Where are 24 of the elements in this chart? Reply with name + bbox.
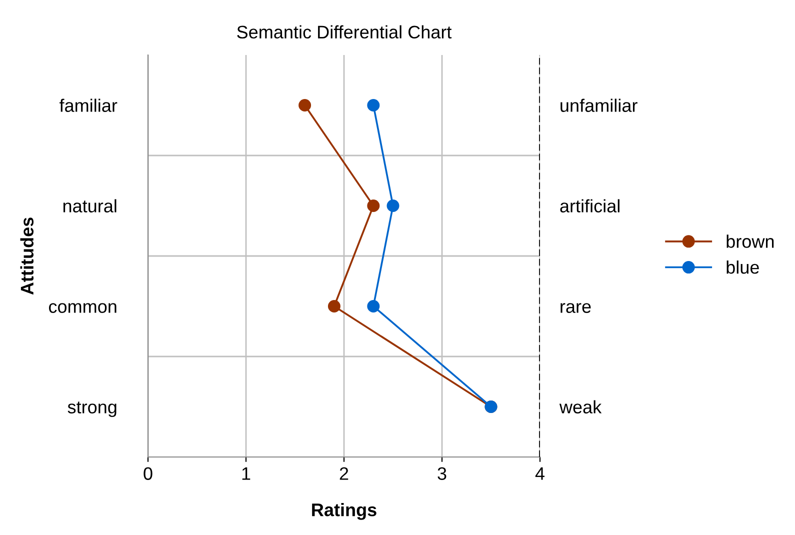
y-axis-title: Attitudes [20, 218, 34, 295]
legend-label: blue [726, 260, 759, 274]
y2-tick-label: artificial [560, 199, 620, 212]
y-tick-label: familiar [60, 98, 118, 112]
legend-label: brown [726, 234, 774, 248]
y-tick-label: natural [63, 199, 116, 212]
y-tick-label: strong [68, 402, 116, 418]
point [367, 200, 380, 212]
point [386, 200, 400, 212]
point [298, 99, 312, 112]
x-tick-label: 0 [144, 467, 152, 480]
point [328, 300, 340, 312]
x-axis-title: Ratings [312, 503, 376, 520]
point [367, 99, 380, 112]
x-tick-label: 4 [535, 467, 544, 480]
y2-tick-label: unfamiliar [560, 98, 638, 112]
x-tick-label: 2 [340, 467, 348, 480]
y-tick-label: common [48, 303, 116, 313]
x-tick-label: 1 [242, 467, 250, 480]
y2-tick-label: rare [560, 303, 591, 313]
chart-title: Semantic Differential Chart [237, 25, 452, 39]
point [367, 300, 380, 312]
x-tick-label: 3 [438, 467, 446, 480]
y2-tick-label: weak [559, 400, 602, 414]
